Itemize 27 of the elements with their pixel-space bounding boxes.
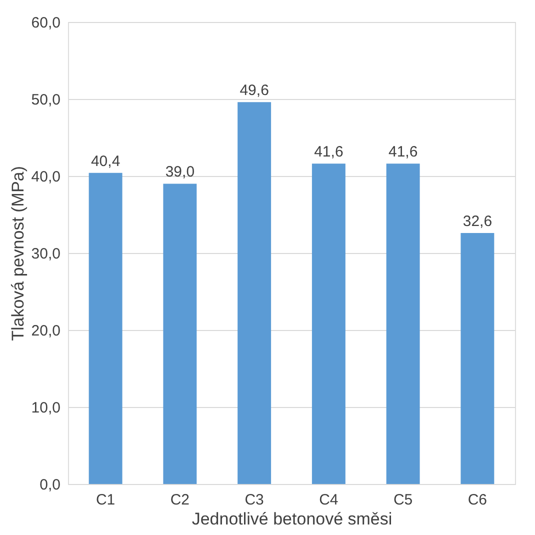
bar xyxy=(88,172,122,484)
y-tick-label: 20,0 xyxy=(31,322,60,340)
bar xyxy=(312,164,346,484)
data-label: 41,6 xyxy=(388,144,418,161)
data-label: 41,6 xyxy=(314,144,344,161)
bar xyxy=(163,184,197,484)
x-tick-label: C4 xyxy=(319,492,338,508)
bar xyxy=(386,164,420,484)
data-label: 40,4 xyxy=(90,152,120,170)
y-tick-label: 10,0 xyxy=(31,400,60,416)
y-tick-label: 0,0 xyxy=(40,476,60,494)
y-tick-label: 60,0 xyxy=(31,14,60,32)
data-label: 32,6 xyxy=(462,212,492,230)
x-tick-label: C6 xyxy=(468,492,488,508)
y-tick-label: 30,0 xyxy=(31,246,60,262)
data-label: 49,6 xyxy=(240,82,269,100)
x-tick-label: C3 xyxy=(244,492,264,508)
x-tick-label: C5 xyxy=(393,492,413,508)
x-tick-label: C2 xyxy=(170,492,190,508)
x-axis-title: Jednotlivé betonové směsi xyxy=(192,510,392,528)
y-tick-label: 50,0 xyxy=(31,92,60,108)
data-label: 39,0 xyxy=(165,164,195,181)
bar xyxy=(460,232,494,484)
x-tick-label: C1 xyxy=(96,492,116,508)
y-tick-label: 40,0 xyxy=(31,168,60,186)
y-axis-title: Tlaková pevnost (MPa) xyxy=(8,166,28,341)
bar xyxy=(238,102,272,484)
